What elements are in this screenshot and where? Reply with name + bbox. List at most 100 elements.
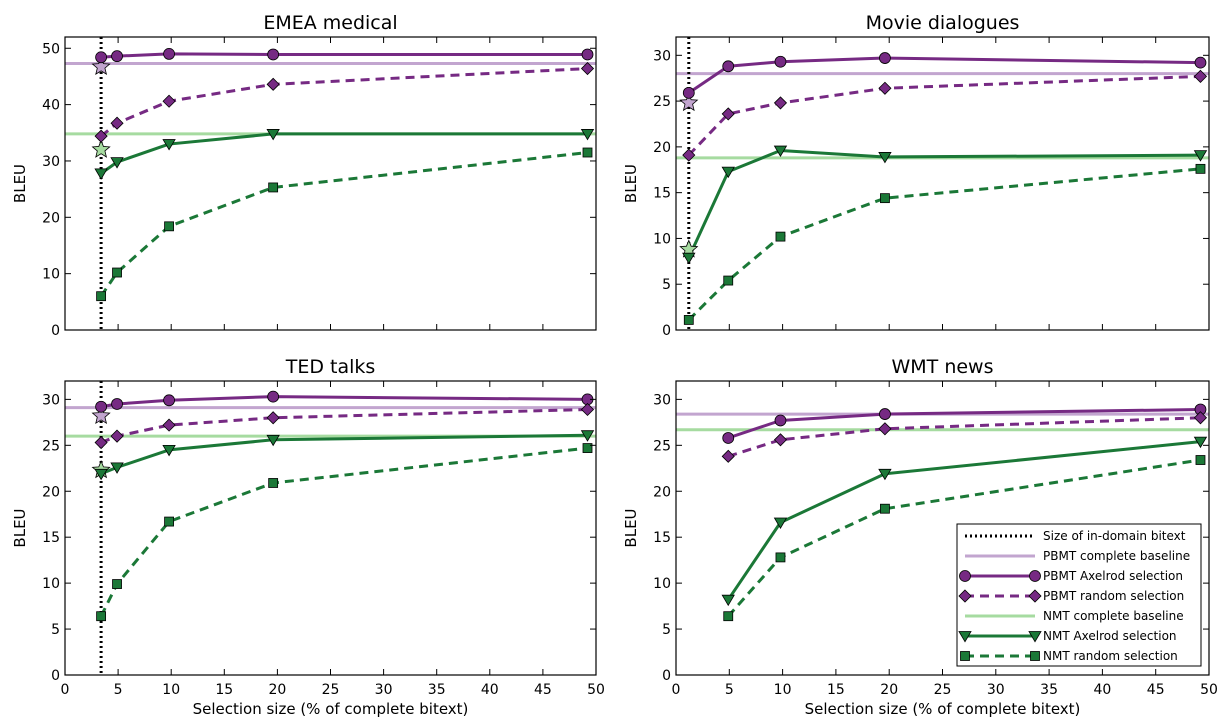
pbmt-in-domain-star: [679, 92, 699, 112]
chart-panel-3: 0 5 10 15 20 25 30 0 5 10 15 20 25 30 35 40 45 50 TED talk…: [11, 356, 605, 718]
nmt-random-point: [582, 443, 593, 453]
nmt-axelrod-point: [721, 594, 735, 607]
pbmt-random-point: [682, 148, 696, 162]
pbmt-axelrod-point: [682, 86, 695, 99]
nmt-axelrod-point: [580, 129, 595, 141]
pbmt-random-point: [94, 435, 108, 450]
y-tick-label: 25: [42, 438, 60, 454]
pbmt-axelrod-point: [95, 400, 108, 413]
legend-marker: [959, 570, 971, 582]
pbmt-axelrod-point: [267, 390, 280, 403]
y-tick-label: 30: [653, 392, 671, 408]
x-tick-label: 20: [880, 682, 898, 698]
y-tick-label: 10: [42, 576, 60, 592]
pbmt-random-point: [266, 411, 280, 425]
x-tick-label: 35: [428, 682, 446, 698]
y-tick-label: 20: [653, 484, 671, 500]
x-tick-label: 25: [322, 682, 340, 698]
nmt-axelrod-point: [878, 152, 892, 164]
nmt-random-point: [164, 221, 174, 232]
y-tick-label: 0: [51, 668, 60, 684]
nmt-axelrod-point: [773, 145, 788, 158]
pbmt-random-point: [162, 418, 176, 432]
pbmt-axelrod-point: [95, 51, 108, 64]
nmt-axelrod-point: [1193, 150, 1208, 162]
pbmt-random-point: [110, 116, 124, 130]
y-axis-label: BLEU: [622, 164, 640, 203]
nmt-axelrod-point: [266, 129, 280, 141]
legend-entry-pbmt-base: PBMT complete baseline: [965, 549, 1190, 563]
y-tick-label: 0: [662, 323, 671, 339]
pbmt-axelrod-point: [163, 48, 175, 60]
legend-entry-pbmt-axel: PBMT Axelrod selection: [959, 569, 1183, 583]
nmt-axelrod-point: [110, 462, 124, 474]
legend-entry-size: Size of in-domain bitext: [965, 529, 1186, 543]
plot-area: [65, 381, 596, 675]
legend-marker: [1030, 651, 1040, 661]
nmt-random-point: [723, 275, 734, 286]
pbmt-axelrod-point: [163, 394, 175, 407]
y-tick-label: 10: [42, 267, 60, 283]
nmt-axelrod-point: [773, 517, 788, 529]
nmt-random-point: [582, 147, 593, 158]
nmt-random-point: [164, 516, 174, 527]
y-tick-label: 25: [653, 438, 671, 454]
pbmt-axelrod-point: [111, 398, 123, 410]
y-tick-label: 30: [42, 392, 60, 408]
y-tick-label: 20: [42, 484, 60, 500]
nmt-random-line: [99, 446, 588, 617]
y-tick-label: 0: [51, 323, 60, 339]
chart-title: WMT news: [892, 356, 994, 378]
pbmt-axelrod-point: [722, 432, 735, 444]
y-tick-label: 0: [662, 668, 671, 684]
pbmt-random-point: [580, 61, 595, 76]
legend-entry-nmt-rand: NMT random selection: [960, 649, 1178, 663]
pbmt-axelrod-point: [581, 48, 594, 61]
pbmt-random-point: [721, 449, 735, 463]
pbmt-random-point: [110, 429, 124, 443]
legend-label: Size of in-domain bitext: [1043, 529, 1186, 543]
nmt-random-point: [1195, 455, 1206, 465]
pbmt-axelrod-point: [111, 50, 123, 63]
y-tick-label: 5: [662, 277, 671, 293]
chart-title: Movie dialogues: [866, 12, 1020, 34]
pbmt-random-point: [1193, 69, 1208, 83]
x-tick-label: 10: [162, 682, 180, 698]
y-tick-label: 20: [653, 140, 671, 156]
x-tick-label: 50: [1200, 682, 1218, 698]
x-tick-label: 45: [534, 682, 552, 698]
y-tick-label: 30: [653, 48, 671, 64]
chart-panel-2: 0 5 10 15 20 25 30 Movie dialogues BLEU: [622, 12, 1210, 339]
pbmt-random-point: [162, 94, 176, 108]
legend-label: PBMT complete baseline: [1043, 549, 1190, 563]
x-tick-label: 35: [1040, 682, 1058, 698]
y-tick-label: 10: [653, 231, 671, 247]
legend-label: PBMT random selection: [1043, 589, 1184, 603]
legend-entry-nmt-axel: NMT Axelrod selection: [958, 629, 1177, 643]
nmt-axelrod-line: [726, 440, 1201, 601]
nmt-axelrod-point: [110, 157, 124, 169]
x-tick-label: 10: [774, 682, 792, 698]
legend-entry-nmt-base: NMT complete baseline: [965, 609, 1184, 623]
pbmt-random-point: [721, 107, 735, 121]
pbmt-axelrod-point: [722, 60, 735, 73]
nmt-axelrod-point: [878, 468, 892, 481]
x-tick-label: 25: [934, 682, 952, 698]
x-tick-label: 40: [481, 682, 499, 698]
x-tick-label: 15: [827, 682, 845, 698]
x-axis-label: Selection size (% of complete bitext): [805, 700, 1081, 718]
nmt-axelrod-point: [94, 468, 108, 481]
legend-marker: [960, 651, 970, 661]
nmt-axelrod-point: [1193, 436, 1208, 449]
chart-panel-4: 0 5 10 15 20 25 30 0 5 10 15 20 25 30 35 40 45 50 WMT news…: [622, 356, 1218, 718]
pbmt-random-point: [580, 402, 595, 417]
nmt-random-point: [112, 267, 122, 278]
nmt-axelrod-point: [721, 166, 735, 179]
y-axis-label: BLEU: [11, 508, 29, 547]
nmt-random-point: [96, 611, 107, 622]
nmt-axelrod-point: [162, 139, 176, 151]
y-tick-label: 15: [653, 186, 671, 202]
y-tick-label: 20: [42, 210, 60, 226]
nmt-random-point: [775, 231, 786, 242]
legend-label: PBMT Axelrod selection: [1043, 569, 1183, 583]
